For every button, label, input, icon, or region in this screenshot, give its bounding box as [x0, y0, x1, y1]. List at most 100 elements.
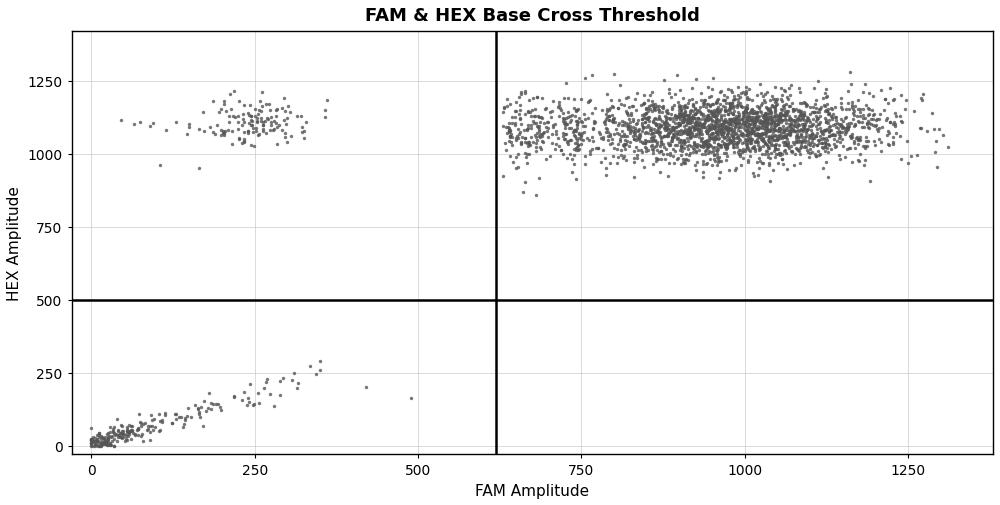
- Point: [765, 96, 781, 104]
- Point: [521, 97, 537, 105]
- Point: [750, 132, 766, 140]
- Point: [692, 131, 708, 139]
- Point: [716, 134, 732, 142]
- Point: [687, 124, 703, 132]
- Point: [279, 115, 295, 123]
- Point: [695, 141, 711, 149]
- Point: [605, 119, 621, 127]
- Point: [118, 432, 134, 440]
- Point: [718, 133, 734, 141]
- Point: [665, 133, 681, 141]
- Point: [124, 422, 140, 430]
- Point: [522, 141, 538, 149]
- Point: [653, 122, 669, 130]
- Point: [750, 130, 766, 138]
- Point: [782, 131, 798, 139]
- Point: [152, 162, 168, 170]
- Point: [664, 137, 680, 145]
- Point: [568, 118, 584, 126]
- Point: [777, 112, 793, 120]
- Point: [815, 134, 831, 142]
- Point: [751, 145, 767, 153]
- Point: [672, 116, 688, 124]
- Point: [177, 414, 193, 422]
- Point: [735, 109, 751, 117]
- Point: [739, 131, 755, 139]
- Point: [781, 84, 797, 92]
- Point: [651, 131, 667, 139]
- Point: [702, 125, 718, 133]
- Point: [696, 121, 712, 129]
- Point: [777, 116, 793, 124]
- Point: [98, 440, 114, 448]
- Point: [747, 147, 763, 156]
- Point: [833, 122, 849, 130]
- Point: [712, 141, 728, 149]
- Point: [756, 112, 772, 120]
- Point: [673, 103, 689, 111]
- Point: [231, 134, 247, 142]
- Point: [512, 115, 528, 123]
- Point: [720, 126, 736, 134]
- Point: [99, 441, 115, 449]
- Point: [678, 122, 694, 130]
- Point: [739, 105, 755, 113]
- Point: [730, 113, 746, 121]
- Point: [531, 125, 547, 133]
- Point: [770, 136, 786, 144]
- Point: [570, 146, 586, 155]
- Point: [757, 139, 773, 147]
- Point: [743, 136, 759, 144]
- Point: [231, 97, 247, 106]
- Point: [175, 423, 191, 431]
- Point: [635, 124, 651, 132]
- Point: [801, 154, 817, 162]
- Point: [730, 120, 746, 128]
- Point: [749, 139, 765, 147]
- Point: [704, 134, 720, 142]
- Point: [714, 123, 730, 131]
- Point: [838, 129, 854, 137]
- Point: [570, 141, 586, 149]
- Point: [686, 139, 702, 147]
- Point: [725, 134, 741, 142]
- Point: [804, 136, 820, 144]
- Point: [798, 119, 814, 127]
- Point: [767, 144, 783, 153]
- Point: [106, 442, 122, 450]
- Point: [673, 152, 689, 160]
- Point: [540, 125, 556, 133]
- Point: [785, 138, 801, 146]
- Point: [666, 125, 682, 133]
- Point: [755, 119, 771, 127]
- Point: [717, 118, 733, 126]
- Point: [705, 147, 721, 156]
- Point: [759, 127, 775, 135]
- Point: [628, 121, 644, 129]
- Point: [682, 149, 698, 158]
- Point: [135, 437, 151, 445]
- Point: [649, 139, 665, 147]
- Point: [772, 134, 788, 142]
- Point: [598, 111, 614, 119]
- Point: [747, 131, 763, 139]
- Point: [725, 141, 741, 149]
- Point: [634, 157, 650, 165]
- Point: [548, 130, 564, 138]
- Point: [667, 112, 683, 120]
- Point: [205, 97, 221, 106]
- Point: [743, 116, 759, 124]
- Point: [629, 152, 645, 160]
- Point: [734, 104, 750, 112]
- Point: [640, 122, 656, 130]
- Point: [497, 140, 513, 148]
- Point: [847, 122, 863, 130]
- Point: [710, 110, 726, 118]
- Point: [802, 146, 818, 154]
- Point: [776, 128, 792, 136]
- Point: [771, 127, 787, 135]
- Point: [711, 107, 727, 115]
- Point: [699, 117, 715, 125]
- Point: [103, 433, 119, 441]
- Point: [658, 114, 674, 122]
